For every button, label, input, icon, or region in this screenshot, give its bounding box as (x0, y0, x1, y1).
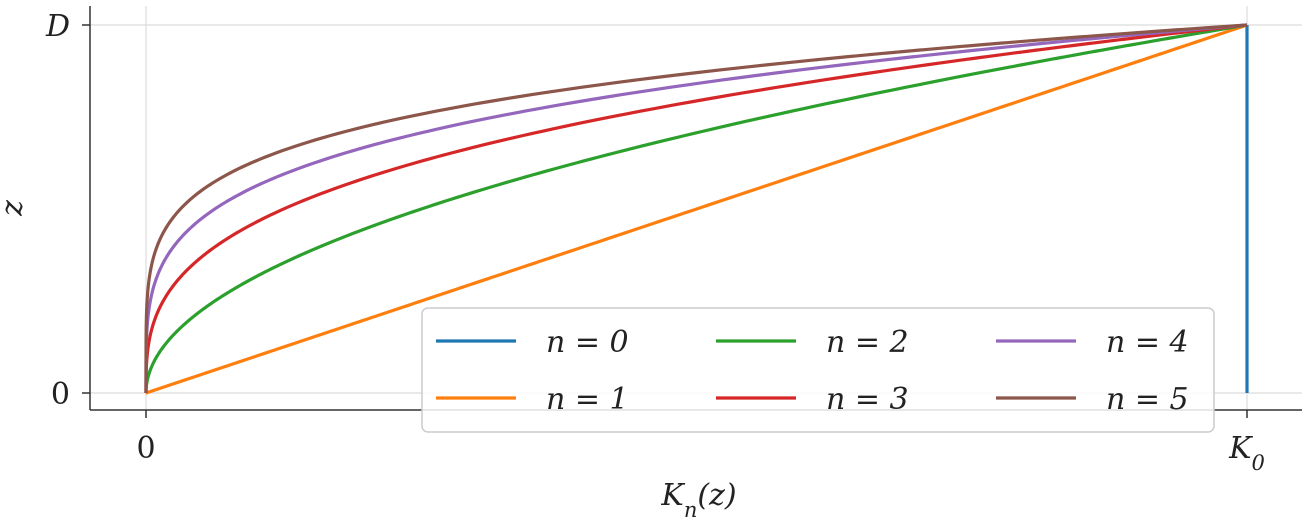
legend-box (421, 307, 1215, 433)
y-axis-label: z (0, 200, 30, 217)
legend-label-n4: n = 4 (1106, 325, 1189, 360)
y-tick-label: D (45, 9, 70, 44)
series-lines (144, 23, 1249, 395)
legend: n = 0 n = 1 n = 2 n = 3 n = 4 n = 5 (421, 307, 1215, 433)
x-tick-label: 0 (136, 431, 155, 466)
legend-label-n5: n = 5 (1106, 382, 1189, 417)
legend-label-n0: n = 0 (546, 325, 629, 360)
y-tick-label: 0 (51, 377, 70, 412)
ticks: 0 K0 0 D (45, 9, 1265, 475)
legend-label-n1: n = 1 (546, 382, 629, 417)
x-axis-label: Kn(z) (660, 478, 736, 517)
x-tick-label: K0 (1228, 431, 1265, 475)
legend-label-n3: n = 3 (826, 382, 909, 417)
series-line-n1 (144, 23, 1248, 395)
legend-label-n2: n = 2 (826, 325, 909, 360)
axis-labels: Kn(z) z (0, 200, 737, 517)
series-line-n5 (144, 23, 1248, 395)
